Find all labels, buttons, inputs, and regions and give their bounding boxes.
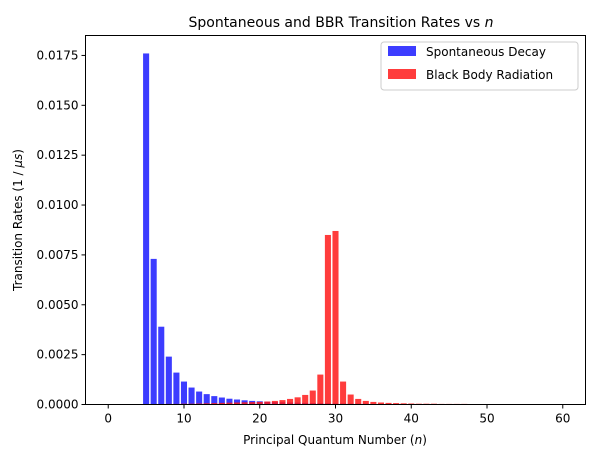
x-tick-label: 30 bbox=[328, 412, 343, 426]
x-tick-label: 0 bbox=[104, 412, 112, 426]
bar-spontaneous bbox=[166, 357, 172, 405]
bar-bbr bbox=[287, 399, 293, 405]
y-tick-label: 0.0175 bbox=[37, 48, 79, 62]
legend-swatch-bbr bbox=[388, 69, 416, 79]
x-tick-label: 60 bbox=[555, 412, 570, 426]
x-tick-label: 40 bbox=[404, 412, 419, 426]
y-axis-label: Transition Rates (1 / μs) bbox=[11, 149, 25, 292]
bar-bbr bbox=[363, 401, 369, 405]
bar-spontaneous bbox=[204, 394, 210, 404]
bar-bbr bbox=[310, 391, 316, 405]
x-tick-label: 20 bbox=[252, 412, 267, 426]
bar-spontaneous bbox=[151, 259, 157, 405]
x-tick-label: 50 bbox=[479, 412, 494, 426]
bar-bbr bbox=[272, 401, 278, 405]
bar-spontaneous bbox=[143, 53, 149, 404]
y-tick-label: 0.0075 bbox=[37, 248, 79, 262]
y-tick-label: 0.0100 bbox=[37, 198, 79, 212]
legend: Spontaneous Decay Black Body Radiation bbox=[381, 42, 578, 90]
x-axis-label: Principal Quantum Number (n) bbox=[243, 433, 427, 447]
legend-label-bbr: Black Body Radiation bbox=[426, 68, 553, 82]
bar-bbr bbox=[340, 382, 346, 405]
bar-spontaneous bbox=[181, 382, 187, 405]
bar-bbr bbox=[355, 399, 361, 405]
bar-bbr bbox=[332, 231, 338, 405]
y-tick-label: 0.0050 bbox=[37, 298, 79, 312]
bar-bbr bbox=[302, 395, 308, 405]
y-tick-label: 0.0150 bbox=[37, 98, 79, 112]
bar-spontaneous bbox=[158, 327, 164, 405]
y-tick-label: 0.0125 bbox=[37, 148, 79, 162]
legend-swatch-spontaneous bbox=[388, 46, 416, 56]
y-tick-label: 0.0025 bbox=[37, 348, 79, 362]
x-tick-label: 10 bbox=[176, 412, 191, 426]
legend-label-spontaneous: Spontaneous Decay bbox=[426, 45, 546, 59]
bar-bbr bbox=[295, 397, 301, 404]
bar-bbr bbox=[317, 375, 323, 405]
bar-bbr bbox=[279, 400, 285, 404]
y-tick-label: 0.0000 bbox=[37, 398, 79, 412]
bar-spontaneous bbox=[196, 392, 202, 405]
bar-bbr bbox=[325, 235, 331, 405]
bar-bbr bbox=[348, 395, 354, 405]
bar-spontaneous bbox=[173, 373, 179, 405]
bar-spontaneous bbox=[189, 388, 195, 405]
chart-title: Spontaneous and BBR Transition Rates vs … bbox=[188, 15, 493, 31]
